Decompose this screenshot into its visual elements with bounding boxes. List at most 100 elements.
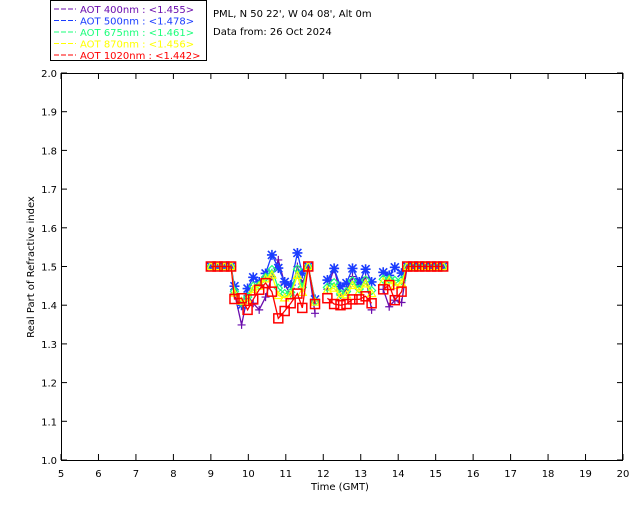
data-point [413,261,425,272]
data-point [309,296,321,306]
x-tick-label: 6 [95,469,101,480]
y-tick-label: 1.7 [41,185,57,196]
x-tick-label: 15 [429,469,442,480]
data-point [353,294,365,305]
data-point [396,286,407,297]
legend-box [50,0,207,61]
data-point [273,313,284,324]
data-point [366,298,377,309]
data-point [311,309,320,318]
chart-title-line-2: Data from: 26 Oct 2024 [213,27,332,38]
data-point [335,299,346,311]
y-tick-label: 1.5 [41,263,57,274]
legend-entry: AOT 1020nm : <1.442> [80,51,200,62]
data-point [219,261,230,272]
data-point [360,264,371,275]
data-point [383,279,395,291]
data-point [229,281,240,292]
y-tick-label: 1.6 [41,224,57,235]
x-tick-label: 14 [392,469,405,480]
series-square [205,261,449,324]
data-point [236,292,247,304]
axes-ticks: 5 6 7 8 9 10 11 12 13 14 15 16 17 18 19 20 1.0 1.1 1.2 1.3 1… [41,69,629,480]
data-point [431,261,443,272]
data-point [335,291,346,301]
y-tick-label: 1.0 [41,456,57,467]
data-point [260,277,271,289]
data-point [389,262,400,273]
data-point [389,294,401,306]
x-tick-label: 12 [317,469,330,480]
data-point [389,275,400,286]
y-axis-label: Real Part of Refractive index [26,196,37,338]
data-point [437,261,449,272]
data-point [335,281,346,292]
y-tick-label: 1.1 [41,417,57,428]
data-point [297,268,308,279]
data-point [279,276,290,287]
x-tick-label: 8 [170,469,176,480]
y-tick-label: 1.8 [41,146,57,157]
data-point [285,298,296,309]
data-point [360,291,371,302]
data-point [347,263,358,274]
data-point [266,249,277,260]
data-point [389,280,400,290]
data-point [328,298,340,310]
x-tick-label: 9 [208,469,214,480]
data-point [360,278,371,288]
data-point [255,305,264,314]
x-tick-label: 10 [242,469,255,480]
x-tick-label: 5 [58,469,64,480]
data-point [236,300,247,311]
data-point [425,261,437,272]
data-point [347,294,358,305]
y-tick-label: 1.2 [41,379,57,390]
data-point [297,302,308,314]
data-point [292,288,303,299]
x-tick-label: 19 [579,469,592,480]
data-point [385,302,394,311]
legend: AOT 400nm : <1.455>AOT 500nm : <1.478>AO… [54,5,200,62]
data-point [329,277,339,288]
data-point [274,255,283,264]
data-point [354,276,365,287]
data-point [322,282,333,293]
x-tick-label: 11 [279,469,292,480]
data-point [205,261,216,272]
y-tick-label: 1.9 [41,108,57,119]
data-point [267,264,277,275]
data-point [237,320,246,329]
data-point [322,275,333,286]
data-point [242,283,253,294]
data-point [366,276,377,287]
x-tick-label: 7 [133,469,139,480]
data-point [322,292,333,304]
y-tick-label: 1.3 [41,340,57,351]
data-point [253,284,265,295]
data-point [329,282,340,292]
data-point [329,263,340,274]
x-tick-label: 17 [504,469,517,480]
data-point [225,261,237,272]
data-point [261,293,270,302]
data-point [303,261,314,272]
data-point [292,247,303,258]
data-point [273,263,284,274]
data-point [248,272,259,283]
data-point [341,278,352,289]
x-tick-label: 16 [467,469,480,480]
data-point [396,268,407,279]
data-point [292,270,303,280]
data-point [205,261,217,272]
data-point [266,286,278,297]
data-point [266,269,277,279]
x-tick-label: 20 [617,469,630,480]
data-point [279,305,290,317]
data-point [242,304,253,316]
legend-entry: AOT 870nm : <1.456> [80,40,194,51]
x-tick-label: 13 [354,469,367,480]
plot-area [61,73,623,461]
x-axis-label: Time (GMT) [310,482,369,493]
